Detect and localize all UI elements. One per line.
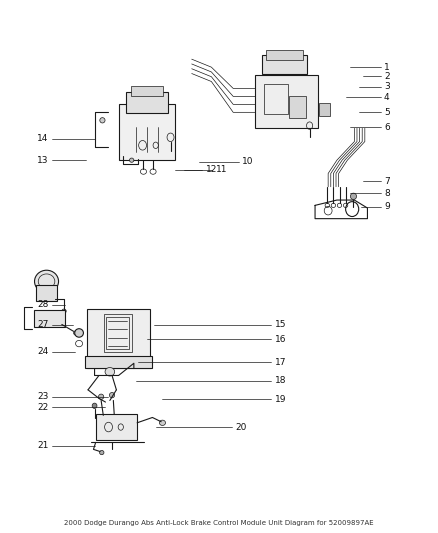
Ellipse shape <box>105 368 115 376</box>
Text: 8: 8 <box>384 189 390 198</box>
Ellipse shape <box>99 450 104 455</box>
Text: 13: 13 <box>37 156 49 165</box>
Text: 6: 6 <box>384 123 390 132</box>
Text: 27: 27 <box>37 320 49 329</box>
Text: 9: 9 <box>384 203 390 212</box>
Ellipse shape <box>62 309 66 313</box>
Ellipse shape <box>343 203 348 207</box>
Text: 2000 Dodge Durango Abs Anti-Lock Brake Control Module Unit Diagram for 52009897A: 2000 Dodge Durango Abs Anti-Lock Brake C… <box>64 520 374 526</box>
Ellipse shape <box>92 403 97 408</box>
Text: 2: 2 <box>384 71 390 80</box>
Text: 19: 19 <box>275 395 286 404</box>
Text: 18: 18 <box>275 376 286 385</box>
Bar <box>289 96 306 118</box>
Text: 7: 7 <box>384 177 390 186</box>
Ellipse shape <box>99 394 104 399</box>
Text: 17: 17 <box>275 358 286 367</box>
Bar <box>131 86 163 96</box>
Ellipse shape <box>110 392 115 398</box>
Ellipse shape <box>141 169 147 174</box>
Bar <box>255 75 318 128</box>
Text: 10: 10 <box>242 157 254 166</box>
Ellipse shape <box>130 158 134 163</box>
Bar <box>34 310 65 327</box>
Ellipse shape <box>100 118 105 123</box>
Text: 3: 3 <box>384 82 390 91</box>
Text: 24: 24 <box>38 347 49 356</box>
Text: 5: 5 <box>384 108 390 117</box>
Bar <box>106 317 129 349</box>
Bar <box>95 414 137 440</box>
Bar <box>119 104 175 160</box>
Ellipse shape <box>337 203 342 207</box>
Text: 14: 14 <box>37 134 49 143</box>
Bar <box>319 103 330 116</box>
Ellipse shape <box>150 169 156 174</box>
Bar <box>264 84 288 114</box>
Ellipse shape <box>75 329 83 337</box>
Text: 28: 28 <box>37 300 49 309</box>
Text: 1: 1 <box>384 63 390 71</box>
Text: 4: 4 <box>384 93 390 102</box>
Ellipse shape <box>325 203 329 207</box>
Bar <box>261 55 307 74</box>
Ellipse shape <box>35 270 59 293</box>
Bar <box>103 314 132 352</box>
Text: 22: 22 <box>38 403 49 412</box>
Text: 16: 16 <box>275 335 286 344</box>
Ellipse shape <box>159 420 166 425</box>
Bar <box>126 92 168 114</box>
Ellipse shape <box>350 193 357 199</box>
Bar <box>85 357 152 368</box>
Text: 20: 20 <box>236 423 247 432</box>
Bar <box>87 309 150 368</box>
Text: 21: 21 <box>37 441 49 450</box>
Text: 15: 15 <box>275 320 286 329</box>
Text: 12: 12 <box>206 165 217 174</box>
Text: 23: 23 <box>37 392 49 401</box>
Text: 11: 11 <box>216 165 227 174</box>
Ellipse shape <box>74 331 78 335</box>
Ellipse shape <box>331 203 336 207</box>
Bar <box>36 285 57 301</box>
Bar <box>266 50 303 60</box>
